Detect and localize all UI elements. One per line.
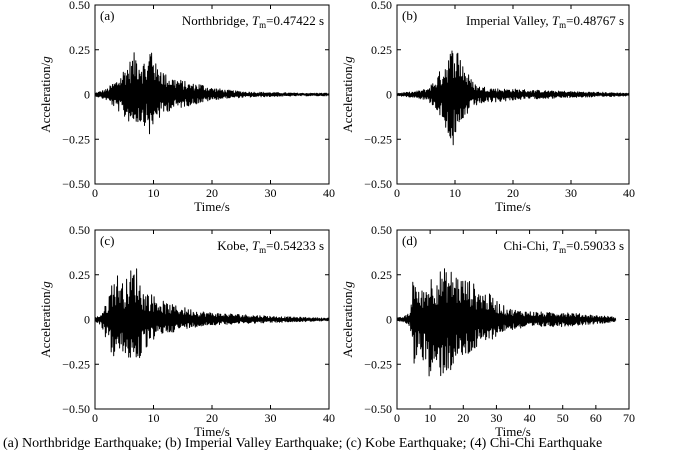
x-tick-label: 10 [449,186,461,200]
x-tick-label: 0 [92,186,98,200]
y-tick-label: 0 [84,88,90,102]
acceleration-trace [396,50,630,146]
acceleration-trace [94,268,330,359]
y-tick-label: −0.50 [364,177,392,191]
y-axis-label: Acceleration/g [38,281,53,358]
y-tick-label: 0 [84,313,90,327]
acceleration-trace [396,268,617,377]
y-tick-label: 0 [386,313,392,327]
y-tick-label: −0.50 [62,402,90,416]
x-tick-label: 10 [424,411,436,425]
y-tick-label: 0.25 [371,43,392,57]
y-tick-label: −0.50 [364,402,392,416]
y-tick-label: −0.50 [62,177,90,191]
y-axis-label: Acceleration/g [340,281,355,358]
x-tick-label: 20 [507,186,519,200]
panel-tag: (b) [402,8,417,23]
y-tick-label: 0.50 [371,223,392,237]
x-tick-label: 40 [323,411,335,425]
x-tick-label: 50 [557,411,569,425]
y-tick-label: −0.25 [364,357,392,371]
y-tick-label: −0.25 [364,132,392,146]
x-tick-label: 30 [490,411,502,425]
x-tick-label: 70 [623,411,635,425]
x-tick-label: 0 [394,411,400,425]
x-tick-label: 20 [457,411,469,425]
y-tick-label: 0.50 [371,0,392,12]
x-tick-label: 20 [206,411,218,425]
y-tick-label: −0.25 [62,357,90,371]
x-tick-label: 10 [148,411,160,425]
x-tick-label: 40 [623,186,635,200]
x-tick-label: 30 [565,186,577,200]
y-tick-label: 0 [386,88,392,102]
x-axis-label: Time/s [194,199,230,214]
x-tick-label: 40 [323,186,335,200]
x-axis-label: Time/s [495,424,531,439]
x-tick-label: 0 [92,411,98,425]
x-tick-label: 0 [394,186,400,200]
chart-panel-4: 0 10 20 30 40 50 60 70 0.50 0.25 0 −0.25 −0.50 Time/s… [340,223,635,439]
panel-title: Imperial Valley, Tm=0.48767 s [466,13,624,30]
y-tick-label: 0.25 [371,268,392,282]
x-tick-label: 20 [206,186,218,200]
panel-title: Northbridge, Tm=0.47422 s [182,13,324,30]
x-tick-label: 60 [590,411,602,425]
y-tick-label: −0.25 [62,132,90,146]
y-axis-label: Acceleration/g [38,56,53,133]
chart-panel-3: 0 10 20 30 40 0.50 0.25 0 −0.25 −0.50 Time/s Accele… [38,223,335,439]
y-tick-label: 0.50 [69,0,90,12]
panel-title: Chi-Chi, Tm=0.59033 s [503,238,624,255]
panel-tag: (c) [100,233,114,248]
acceleration-trace [94,52,330,135]
x-tick-label: 10 [148,186,160,200]
panel-tag: (d) [402,233,417,248]
x-tick-label: 30 [265,186,277,200]
y-tick-label: 0.25 [69,268,90,282]
chart-panel-2: 0 10 20 30 40 0.50 0.25 0 −0.25 −0.50 Time/s Accele… [340,0,635,214]
x-axis-label: Time/s [495,199,531,214]
figure-caption: (a) Northbridge Earthquake; (b) Imperial… [3,436,603,451]
y-tick-label: 0.50 [69,223,90,237]
panel-title: Kobe, Tm=0.54233 s [217,238,324,255]
x-tick-label: 30 [265,411,277,425]
y-axis-label: Acceleration/g [340,56,355,133]
y-tick-label: 0.25 [69,43,90,57]
panel-tag: (a) [100,8,114,23]
x-axis-label: Time/s [194,424,230,439]
chart-panel-1: 0 10 20 30 40 0.50 0.25 0 −0.25 −0.50 Time/s Accele… [38,0,335,214]
x-tick-label: 40 [524,411,536,425]
